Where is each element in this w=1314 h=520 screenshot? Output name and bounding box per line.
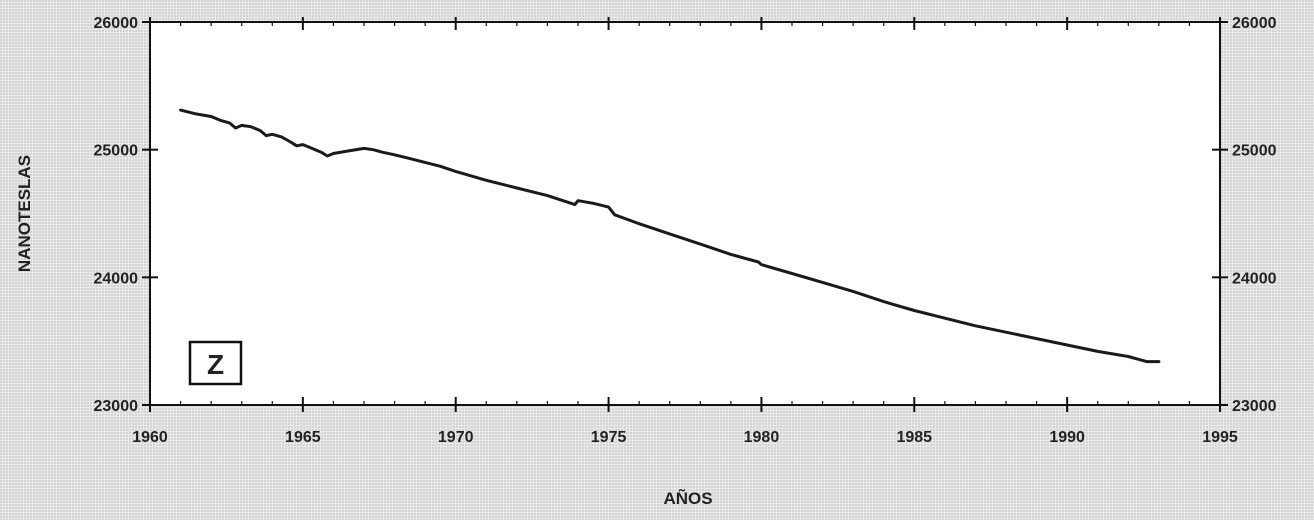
x-tick-label: 1995 — [1202, 429, 1238, 446]
y-tick-label: 23000 — [94, 398, 139, 415]
panel-label: Z — [207, 349, 224, 380]
y-tick-label: 24000 — [94, 270, 139, 287]
x-tick-label: 1985 — [896, 429, 932, 446]
x-tick-label: 1970 — [438, 429, 474, 446]
panel-label-box — [188, 340, 243, 386]
plot-frame — [149, 21, 1221, 406]
y-tick-label: 25000 — [94, 143, 139, 160]
x-tick-label: 1980 — [744, 429, 780, 446]
x-tick-label: 1975 — [591, 429, 627, 446]
y-axis-title: NANOTESLAS — [15, 155, 34, 272]
y-tick-label-right: 24000 — [1232, 270, 1277, 287]
series-line — [179, 108, 1161, 364]
x-tick-label: 1960 — [132, 429, 168, 446]
x-axis-title: AÑOS — [663, 488, 712, 508]
y-tick-label-right: 25000 — [1232, 143, 1277, 160]
y-tick-label-right: 23000 — [1232, 398, 1277, 415]
x-tick-label: 1990 — [1049, 429, 1085, 446]
y-tick-label: 26000 — [94, 15, 139, 32]
y-tick-label-right: 26000 — [1232, 15, 1277, 32]
plot-area — [150, 22, 1220, 405]
x-tick-label: 1965 — [285, 429, 321, 446]
